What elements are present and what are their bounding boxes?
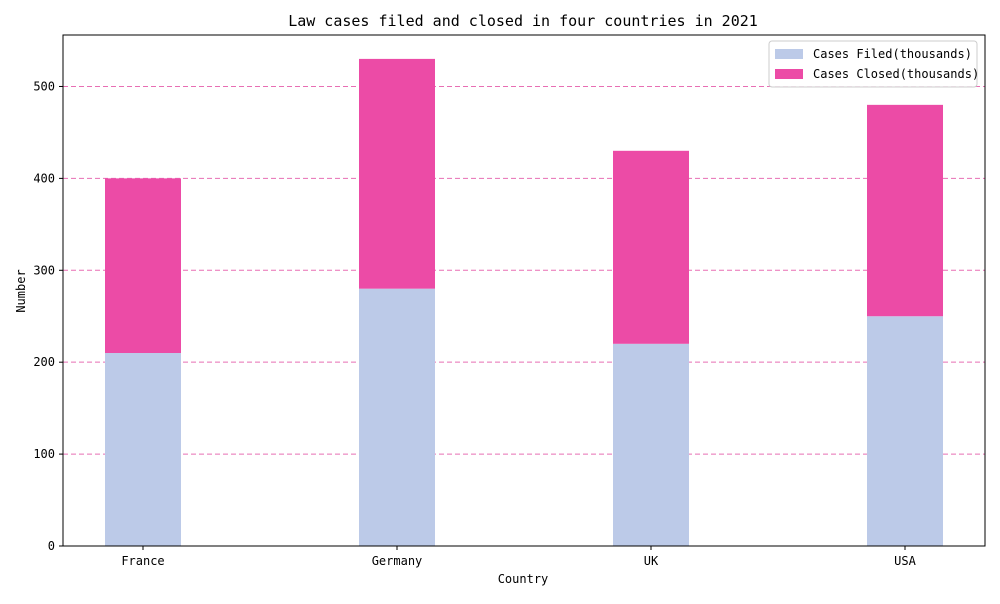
gridlines <box>63 85 985 455</box>
x-tick-label-germany: Germany <box>372 554 423 568</box>
x-axis-label: Country <box>498 572 549 586</box>
bar-france-series-2 <box>105 178 181 353</box>
bar-usa-series-2 <box>867 104 943 317</box>
x-tick-label-france: France <box>121 554 164 568</box>
legend-swatch-2 <box>775 69 803 79</box>
y-tick-label-300: 300 <box>33 263 55 277</box>
legend-label-1: Cases Filed(thousands) <box>813 47 972 61</box>
y-tick-label-100: 100 <box>33 447 55 461</box>
y-tick-label-200: 200 <box>33 355 55 369</box>
y-tick-label-400: 400 <box>33 171 55 185</box>
bar-uk-series-1 <box>613 343 689 546</box>
plot-frame <box>62 34 986 547</box>
chart-title: Law cases filed and closed in four count… <box>288 12 758 30</box>
bar-germany-series-1 <box>359 288 435 546</box>
x-tick-label-usa: USA <box>894 554 916 568</box>
y-tick-label-500: 500 <box>33 79 55 93</box>
legend-swatch-1 <box>775 49 803 59</box>
legend-label-2: Cases Closed(thousands) <box>813 67 979 81</box>
y-axis-label: Number <box>14 269 28 312</box>
x-tick-label-uk: UK <box>644 554 659 568</box>
bar-germany-series-2 <box>359 58 435 289</box>
legend: Cases Filed(thousands) Cases Closed(thous… <box>768 40 979 88</box>
y-tick-label-0: 0 <box>48 539 55 553</box>
tick-labels: 0 100 200 300 400 500 France Germany UK USA <box>33 79 916 568</box>
bar-france-series-1 <box>105 352 181 546</box>
bars <box>105 58 943 546</box>
axes <box>62 34 986 547</box>
legend-box <box>768 40 978 88</box>
bar-usa-series-1 <box>867 316 943 546</box>
bar-uk-series-2 <box>613 150 689 344</box>
